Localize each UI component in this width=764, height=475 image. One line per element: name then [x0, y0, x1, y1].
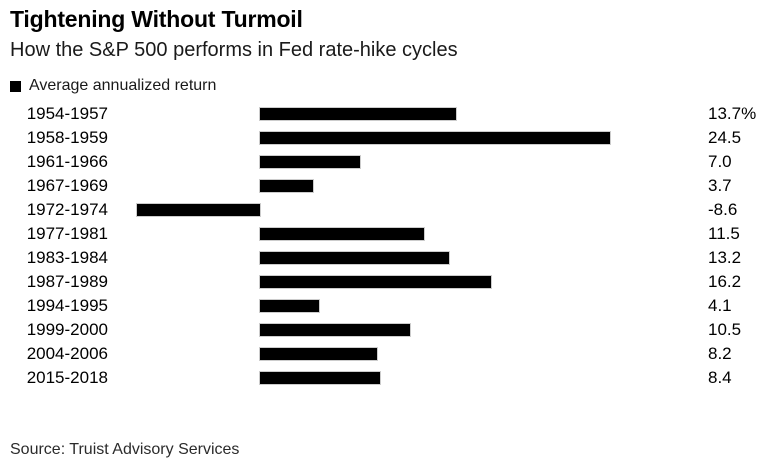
chart-row: 2015-2018 8.4: [0, 366, 764, 390]
bar: [260, 276, 492, 288]
value-label: 13.2: [708, 248, 742, 267]
chart-row: 1961-1966 7.0: [0, 150, 764, 174]
bar: [260, 132, 610, 144]
bar: [260, 108, 456, 120]
chart-row: 1977-1981 11.5: [0, 222, 764, 246]
category-label: 1972-1974: [26, 200, 108, 219]
bar: [260, 348, 378, 360]
value-label: -8.6: [708, 200, 738, 219]
chart-row: 1972-1974 -8.6: [0, 198, 764, 222]
chart-row: 1954-1957 13.7%: [0, 102, 764, 126]
chart-row: 1987-1989 16.2: [0, 270, 764, 294]
bar: [260, 372, 380, 384]
bar: [260, 324, 410, 336]
bar: [260, 156, 360, 168]
category-label: 1967-1969: [26, 176, 108, 195]
category-label: 1977-1981: [26, 224, 108, 243]
source-note: Source: Truist Advisory Services: [10, 441, 240, 458]
chart-row: 1994-1995 4.1: [0, 294, 764, 318]
category-label: 1961-1966: [26, 152, 108, 171]
category-label: 1958-1959: [26, 128, 108, 147]
chart-row: 1958-1959 24.5: [0, 126, 764, 150]
category-label: 1994-1995: [26, 296, 108, 315]
chart-subtitle: How the S&P 500 performs in Fed rate-hik…: [10, 39, 458, 61]
category-label: 1987-1989: [26, 272, 108, 291]
category-label: 1954-1957: [26, 104, 108, 123]
value-label: 24.5: [708, 128, 742, 147]
chart-row: 2004-2006 8.2: [0, 342, 764, 366]
value-label: 8.4: [708, 368, 732, 387]
bar: [260, 252, 449, 264]
chart-row: 1967-1969 3.7: [0, 174, 764, 198]
value-label: 16.2: [708, 272, 742, 291]
value-label: 10.5: [708, 320, 742, 339]
value-label: 4.1: [708, 296, 732, 315]
bar: [137, 204, 260, 216]
bar: [260, 180, 313, 192]
legend-swatch-icon: [10, 80, 21, 92]
value-label: 8.2: [708, 344, 732, 363]
category-label: 2015-2018: [26, 368, 108, 387]
legend-label: Average annualized return: [29, 77, 217, 94]
legend: Average annualized return: [10, 77, 216, 95]
value-label: 13.7%: [708, 104, 757, 123]
chart-row: 1999-2000 10.5: [0, 318, 764, 342]
category-label: 1983-1984: [26, 248, 108, 267]
chart-row: 1983-1984 13.2: [0, 246, 764, 270]
category-label: 2004-2006: [26, 344, 108, 363]
category-label: 1999-2000: [26, 320, 108, 339]
bar: [260, 300, 319, 312]
value-label: 3.7: [708, 176, 732, 195]
bar-chart: 1954-1957 13.7% 1958-1959 24.5 1961-1966 7.0 1…: [0, 102, 764, 390]
chart-title: Tightening Without Turmoil: [10, 6, 303, 32]
value-label: 11.5: [708, 224, 740, 243]
value-label: 7.0: [708, 152, 732, 171]
bar: [260, 228, 425, 240]
